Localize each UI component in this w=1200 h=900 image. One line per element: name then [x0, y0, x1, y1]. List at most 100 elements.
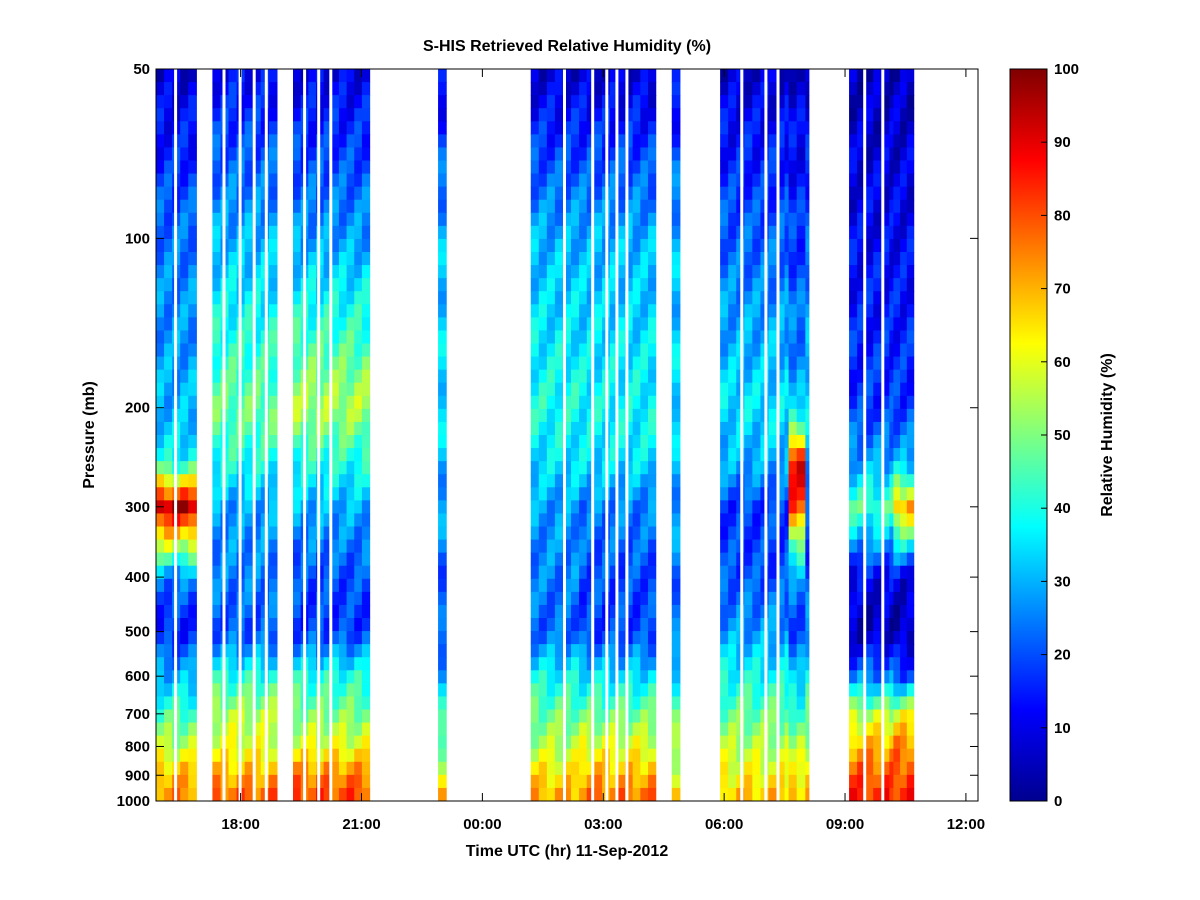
- heatmap-cell: [632, 134, 641, 149]
- heatmap-cell: [252, 761, 262, 776]
- heatmap-cell: [546, 421, 556, 436]
- heatmap-cell: [538, 709, 548, 724]
- heatmap-cell: [571, 343, 580, 358]
- heatmap-cell: [632, 670, 641, 684]
- heatmap-cell: [768, 238, 778, 253]
- heatmap-cell: [609, 304, 618, 318]
- heatmap-cell: [346, 343, 355, 358]
- heatmap-cell: [323, 356, 332, 371]
- heatmap-cell: [647, 618, 657, 632]
- heatmap-cell: [632, 369, 641, 384]
- heatmap-cell: [361, 748, 371, 763]
- heatmap-cell: [188, 591, 197, 606]
- heatmap-cell: [632, 108, 641, 122]
- heatmap-cell: [323, 186, 332, 201]
- heatmap-cell: [212, 604, 222, 619]
- heatmap-cell: [752, 657, 762, 671]
- heatmap-cell: [788, 173, 798, 188]
- heatmap-cell: [671, 565, 681, 580]
- heatmap-cell: [788, 238, 798, 253]
- heatmap-cell: [744, 448, 753, 462]
- heatmap-cell: [571, 670, 580, 684]
- heatmap-cell: [252, 369, 262, 384]
- heatmap-cell: [530, 748, 540, 763]
- heatmap-cell: [849, 565, 858, 580]
- heatmap-cell: [881, 69, 890, 83]
- heatmap-cell: [188, 121, 197, 135]
- heatmap-cell: [881, 722, 890, 737]
- heatmap-cell: [632, 591, 641, 606]
- heatmap-cell: [640, 644, 649, 658]
- heatmap-cell: [900, 722, 908, 737]
- heatmap-cell: [906, 644, 915, 658]
- heatmap-cell: [546, 670, 556, 684]
- heatmap-cell: [538, 526, 548, 541]
- heatmap-cell: [164, 69, 173, 83]
- heatmap-cell: [768, 644, 778, 658]
- colorbar-tick-label: 0: [1054, 793, 1062, 810]
- heatmap-cell: [776, 212, 786, 227]
- heatmap-cell: [252, 709, 262, 724]
- heatmap-cell: [671, 199, 681, 214]
- heatmap-cell: [293, 134, 302, 149]
- heatmap-cell: [849, 382, 858, 397]
- heatmap-cell: [586, 578, 595, 593]
- heatmap-cell: [571, 448, 580, 462]
- heatmap-cell: [865, 774, 874, 789]
- heatmap-cell: [308, 578, 317, 593]
- heatmap-cell: [865, 487, 874, 501]
- heatmap-cell: [579, 147, 588, 162]
- heatmap-cell: [180, 591, 189, 606]
- heatmap-cell: [308, 435, 317, 449]
- heatmap-cell: [586, 212, 595, 227]
- heatmap-cell: [228, 330, 238, 345]
- heatmap-cell: [530, 683, 540, 698]
- heatmap-cell: [906, 121, 915, 135]
- heatmap-cell: [768, 539, 778, 554]
- heatmap-cell: [156, 696, 165, 711]
- heatmap-cell: [164, 761, 173, 776]
- heatmap-cell: [865, 147, 874, 162]
- heatmap-cell: [554, 539, 564, 554]
- heatmap-cell: [252, 82, 262, 96]
- heatmap-cell: [849, 696, 858, 711]
- heatmap-cell: [212, 199, 222, 214]
- heatmap-cell: [720, 225, 729, 240]
- heatmap-cell: [881, 696, 890, 711]
- heatmap-cell: [562, 696, 572, 711]
- heatmap-cell: [744, 735, 753, 750]
- heatmap-cell: [893, 147, 901, 162]
- heatmap-cell: [632, 69, 641, 83]
- heatmap-cell: [338, 82, 348, 96]
- heatmap-cell: [331, 748, 340, 763]
- heatmap-cell: [671, 513, 681, 528]
- heatmap-cell: [156, 683, 165, 698]
- heatmap-cell: [164, 212, 173, 227]
- heatmap-cell: [625, 395, 634, 410]
- heatmap-cell: [323, 395, 332, 410]
- heatmap-cell: [212, 435, 222, 449]
- heatmap-cell: [893, 709, 901, 724]
- heatmap-cell: [752, 278, 762, 292]
- heatmap-cell: [180, 408, 189, 423]
- heatmap-cell: [156, 644, 165, 658]
- heatmap-cell: [893, 761, 901, 776]
- heatmap-cell: [180, 108, 189, 122]
- heatmap-cell: [594, 500, 603, 515]
- heatmap-cell: [617, 225, 626, 240]
- heatmap-cell: [188, 317, 197, 332]
- heatmap-cell: [900, 369, 908, 384]
- heatmap-cell: [252, 500, 262, 515]
- heatmap-cell: [671, 238, 681, 253]
- heatmap-cell: [338, 774, 348, 789]
- heatmap-cell: [849, 369, 858, 384]
- heatmap-cell: [796, 382, 806, 397]
- heatmap-cell: [538, 774, 548, 789]
- heatmap-cell: [252, 435, 262, 449]
- heatmap-cell: [857, 461, 866, 475]
- heatmap-cell: [609, 265, 618, 279]
- heatmap-cell: [744, 160, 753, 175]
- heatmap-cell: [346, 683, 355, 698]
- heatmap-cell: [212, 82, 222, 96]
